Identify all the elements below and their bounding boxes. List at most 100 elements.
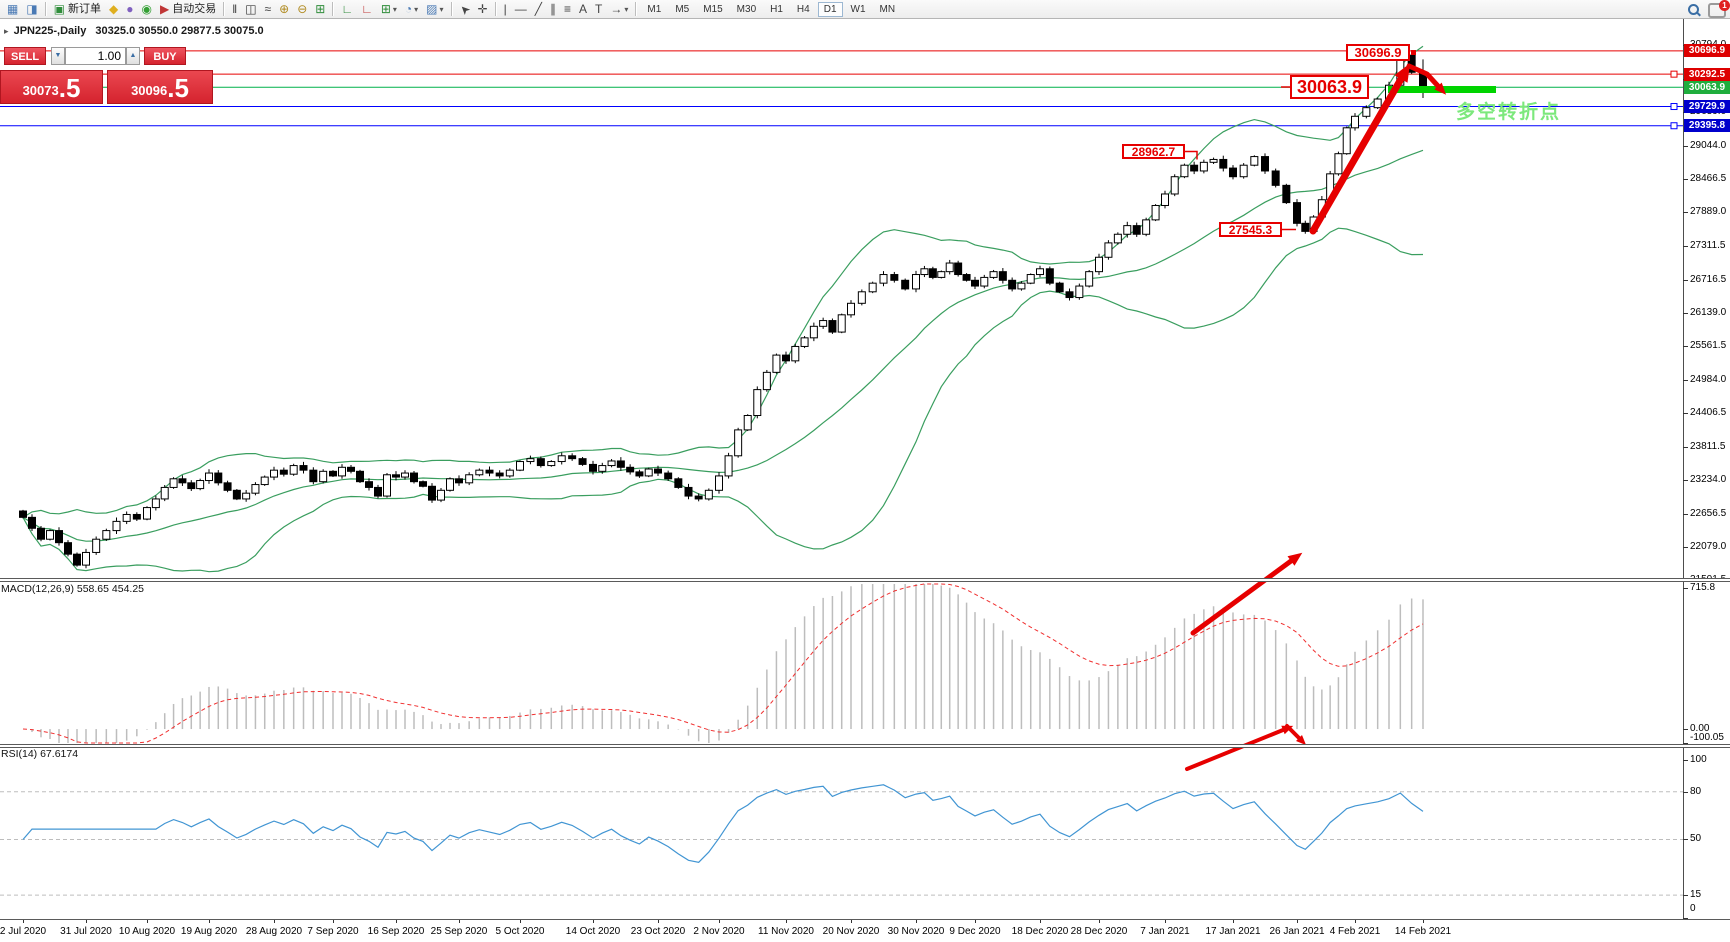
- rsi-hook-arrow[interactable]: [1285, 724, 1307, 746]
- timeframe-h1[interactable]: H1: [770, 3, 783, 15]
- price-annotation-box[interactable]: 27545.3: [1219, 222, 1282, 237]
- bar-chart-icon[interactable]: ‖: [228, 1, 241, 18]
- periods-icon-dropdown[interactable]: ▾: [414, 4, 419, 14]
- price-up-arrow[interactable]: [1309, 63, 1410, 235]
- indicators-icon[interactable]: ∟: [337, 1, 357, 18]
- crosshair-icon[interactable]: ✛: [474, 1, 492, 18]
- arrows-icon-dropdown[interactable]: ▾: [624, 4, 629, 14]
- price-annotation-box[interactable]: 30063.9: [1290, 75, 1369, 99]
- date-tick: [396, 919, 397, 923]
- timeframe-m30[interactable]: M30: [736, 3, 757, 15]
- panel-separator-macd[interactable]: [0, 578, 1730, 582]
- volume-down-button[interactable]: ▼: [51, 47, 65, 65]
- date-tick: [658, 919, 659, 923]
- toolbar-separator: [332, 2, 335, 16]
- tile-windows-icon[interactable]: ⊞: [311, 1, 329, 18]
- price-axis-label: 22656.5: [1690, 507, 1727, 519]
- rsi-axis-label: 0: [1690, 903, 1696, 914]
- toolbar: ▦ ◨ ▣ 新订单 ◆ ● ◉ ▶ 自动交易 ‖ ◫ ≈ ⊕ ⊖ ⊞ ∟ ∟ ⊞ ▾ ◔ ▾ ▨ ▾ ➤ ✛ | — ╱ ∥ ≡ A T → ▾ …: [0, 0, 1730, 19]
- horizontal-line-icon[interactable]: —: [511, 1, 531, 18]
- line-chart-icon[interactable]: ≈: [261, 1, 276, 18]
- price-axis-line: [1683, 19, 1684, 919]
- date-tick: [86, 919, 87, 923]
- new-chart-window-icon[interactable]: ▦: [3, 1, 22, 18]
- volume-up-button[interactable]: ▲: [126, 47, 140, 65]
- templates-icon-dropdown[interactable]: ▾: [439, 4, 444, 14]
- buy-price-box[interactable]: 30096 .5: [107, 70, 213, 104]
- date-tick: [975, 919, 976, 923]
- fibonacci-icon[interactable]: ≡: [560, 1, 575, 18]
- channel-icon[interactable]: ∥: [546, 1, 560, 18]
- chart-profiles-icon: ◨: [26, 1, 38, 16]
- price-axis-tick: [1683, 513, 1688, 515]
- alerts-icon[interactable]: ◆: [105, 1, 122, 18]
- notifications-icon[interactable]: 1: [1708, 0, 1730, 18]
- new-order-icon[interactable]: ▣ 新订单: [50, 1, 105, 18]
- new-order-icon-label: 新订单: [68, 2, 102, 15]
- timeframe-m15[interactable]: M15: [703, 3, 723, 15]
- date-label: 9 Dec 2020: [949, 926, 1001, 937]
- autotrading-icon: ▶: [160, 1, 170, 16]
- timeframe-h4[interactable]: H4: [796, 3, 810, 15]
- macd-signal-line: [22, 583, 1424, 744]
- buy-price-pips: .5: [167, 73, 189, 103]
- zoom-out-icon: ⊖: [297, 1, 308, 16]
- price-down-arrow[interactable]: [1406, 63, 1447, 95]
- bb-upper: [22, 45, 1424, 518]
- templates-icon[interactable]: ▨ ▾: [422, 1, 447, 18]
- sell-button[interactable]: SELL: [4, 47, 46, 65]
- signals-icon[interactable]: ◉: [138, 1, 156, 18]
- price-axis-label: 27311.5: [1690, 239, 1726, 251]
- price-level-tag: 29395.8: [1684, 119, 1730, 133]
- date-tick: [147, 919, 148, 923]
- objects-icon[interactable]: ∟: [357, 1, 377, 18]
- arrows-icon[interactable]: → ▾: [606, 1, 632, 18]
- date-label: 18 Dec 2020: [1011, 926, 1069, 937]
- price-annotation-box[interactable]: 30696.9: [1346, 44, 1410, 61]
- timeframe-m5[interactable]: M5: [675, 3, 690, 15]
- label-icon[interactable]: T: [591, 1, 606, 18]
- macd-axis-tick: [1683, 588, 1688, 590]
- date-label: 14 Feb 2021: [1394, 926, 1452, 937]
- date-label: 2 Nov 2020: [693, 926, 745, 937]
- sell-price-box[interactable]: 30073 .5: [0, 70, 103, 104]
- timeframe-mn[interactable]: MN: [879, 3, 896, 15]
- candlestick-chart-icon[interactable]: ◫: [241, 1, 260, 18]
- text-icon[interactable]: A: [575, 1, 591, 18]
- buy-button[interactable]: BUY: [144, 47, 186, 65]
- date-label: 19 Aug 2020: [180, 926, 238, 937]
- panel-separator-rsi[interactable]: [0, 744, 1730, 748]
- horizontal-line-icon: —: [514, 1, 527, 16]
- date-label: 25 Sep 2020: [430, 926, 488, 937]
- date-label: 5 Oct 2020: [495, 926, 545, 937]
- price-axis-tick: [1683, 313, 1688, 315]
- autotrading-icon[interactable]: ▶ 自动交易: [156, 1, 220, 18]
- macd-axis-label: -100.05: [1690, 732, 1724, 743]
- date-label: 17 Jan 2021: [1205, 926, 1261, 937]
- search-icon[interactable]: [1687, 3, 1700, 16]
- indicators-icon: ∟: [341, 1, 354, 16]
- vertical-line-icon[interactable]: |: [500, 1, 511, 18]
- zoom-out-icon[interactable]: ⊖: [293, 1, 311, 18]
- price-annotation-box[interactable]: 28962.7: [1122, 144, 1185, 159]
- chart-profiles-icon[interactable]: ◨: [22, 1, 41, 18]
- date-tick: [593, 919, 594, 923]
- trendline-icon[interactable]: ╱: [531, 1, 546, 18]
- zoom-in-icon[interactable]: ⊕: [275, 1, 293, 18]
- add-chart-icon[interactable]: ⊞ ▾: [377, 1, 401, 18]
- timeframe-d1[interactable]: D1: [817, 1, 843, 17]
- price-axis-label: 25561.5: [1690, 340, 1727, 352]
- symbol-marker-icon: ▸: [4, 26, 9, 36]
- price-axis-label: 24406.5: [1690, 406, 1727, 418]
- periods-icon[interactable]: ◔ ▾: [401, 1, 422, 18]
- timeframe-m1[interactable]: M1: [647, 3, 662, 15]
- add-chart-icon-dropdown[interactable]: ▾: [392, 4, 397, 14]
- fibonacci-icon: ≡: [564, 1, 572, 16]
- price-axis-label: 23234.0: [1690, 474, 1727, 486]
- macd-up-arrow[interactable]: [1190, 552, 1303, 636]
- new-order-icon: ▣: [53, 1, 66, 16]
- community-icon[interactable]: ●: [122, 1, 137, 18]
- volume-input[interactable]: [65, 47, 126, 65]
- timeframe-w1[interactable]: W1: [850, 3, 866, 15]
